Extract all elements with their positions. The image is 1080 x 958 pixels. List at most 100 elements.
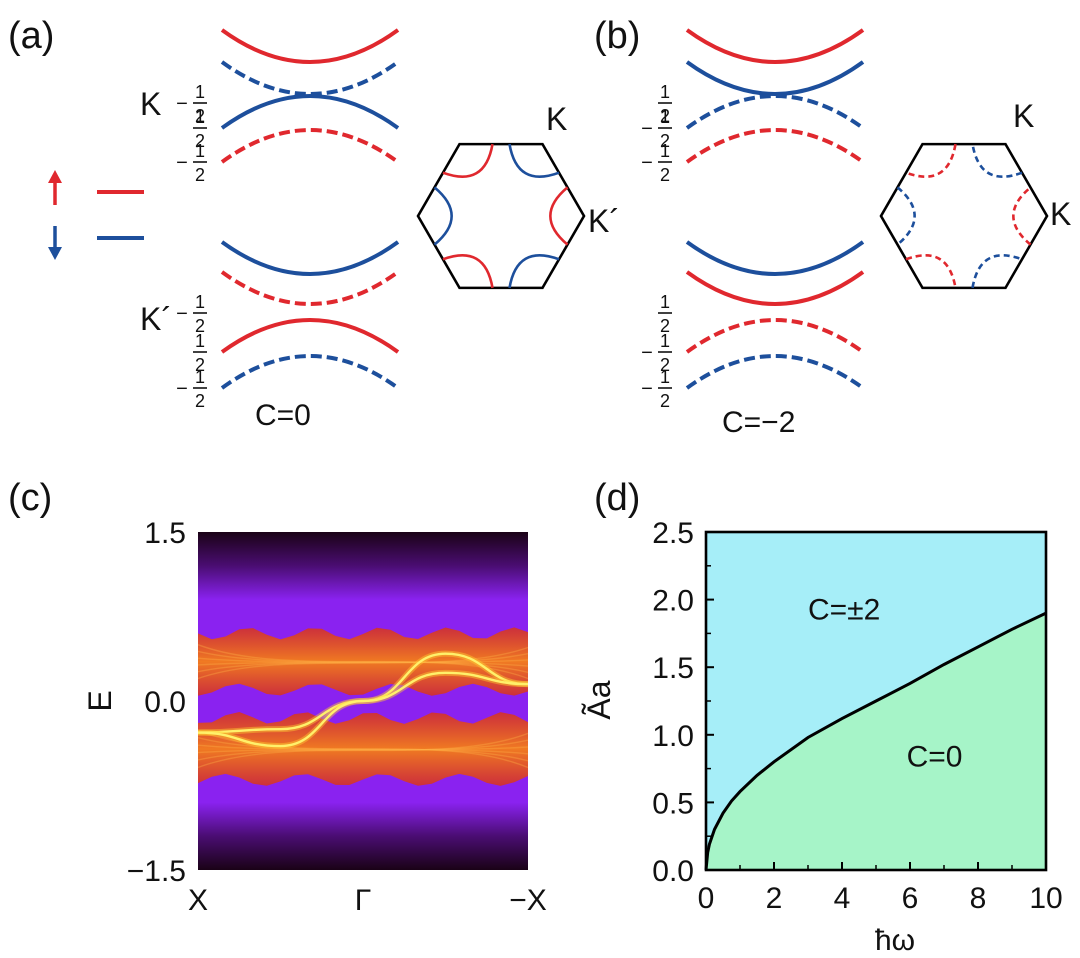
bulk-band-1 <box>198 712 528 786</box>
band-weight-label-b-6: −1 2 <box>641 331 672 375</box>
panel-d-y-tick-2: 1.0 <box>652 720 694 753</box>
hex-corner-arc-a-1 <box>508 143 560 178</box>
spin-up-arrow-icon <box>48 170 62 183</box>
bulk-band-texture <box>198 659 528 666</box>
band-weight-denominator: 2 <box>195 165 205 185</box>
bulk-band-texture <box>198 744 528 755</box>
panel-b-chern-label: C=−2 <box>722 406 795 439</box>
band-weight-sign: − <box>176 93 188 115</box>
panel-c-x-tick-0: X <box>188 884 208 917</box>
panel-d-y-tick-1: 0.5 <box>652 787 694 820</box>
bulk-band-texture <box>198 653 528 673</box>
band-weight-label-b-7: −1 2 <box>641 367 672 411</box>
band-weight-label-b-5: 12 <box>658 292 672 336</box>
band-curve-a-7 <box>220 354 400 390</box>
bulk-band-texture <box>198 646 528 680</box>
spin-legend <box>48 170 144 260</box>
hex-corner-arc-b-0 <box>905 143 957 178</box>
panel-c-ticks: 1.5 0.0 −1.5X Γ −X <box>127 517 547 917</box>
region-label-trivial: C=0 <box>907 740 963 773</box>
bulk-band-texture <box>198 650 528 673</box>
band-weight-sign: − <box>176 303 188 325</box>
band-curve-a-0 <box>220 28 400 64</box>
panel-d-x-tick-5: 10 <box>1029 882 1062 915</box>
band-weight-denominator: 2 <box>660 316 670 336</box>
bulk-band-texture <box>198 729 528 769</box>
hex-corner-arc-b-1 <box>971 143 1023 178</box>
band-weight-denominator: 2 <box>660 355 670 375</box>
panel-a-chern-label: C=0 <box>255 399 311 432</box>
panel-b-label: (b) <box>594 15 640 57</box>
panel-d-y-tick-3: 1.5 <box>652 652 694 685</box>
bulk-band-texture <box>198 746 528 754</box>
panel-d-x-tick-4: 8 <box>970 882 987 915</box>
band-curve-a-5 <box>220 270 400 306</box>
bulk-band-texture <box>198 739 528 761</box>
hexagon-outline-b <box>879 142 1049 290</box>
band-weight-numerator: 1 <box>660 107 670 127</box>
band-weight-numerator: 1 <box>195 82 205 102</box>
hex-corner-arc-a-0 <box>442 143 494 178</box>
panel-d-x-tick-3: 6 <box>902 882 919 915</box>
band-weight-denominator: 2 <box>195 355 205 375</box>
hex-corner-arc-a-5 <box>433 186 453 246</box>
bulk-band-texture <box>198 644 528 680</box>
panel-a-valley-K-label: K <box>140 86 161 122</box>
band-curve-b-2 <box>685 94 865 130</box>
band-weight-sign: − <box>641 118 653 140</box>
band-weight-numerator: 1 <box>195 367 205 387</box>
region-label-topological: C=±2 <box>808 594 880 627</box>
band-weight-label-a-7: −1 2 <box>176 367 207 411</box>
band-curve-b-7 <box>685 354 865 390</box>
hex-b-K-label-right: K <box>1050 196 1071 232</box>
band-curve-b-0 <box>685 28 865 64</box>
hex-corner-arc-b-4 <box>905 254 957 289</box>
hex-corner-arc-a-2 <box>549 186 569 246</box>
hex-corner-arc-b-2 <box>1012 186 1032 246</box>
band-weight-sign: − <box>641 152 653 174</box>
band-weight-numerator: 1 <box>660 367 670 387</box>
panel-c-y-tick-0: 1.5 <box>144 517 186 550</box>
panel-c-x-tick-1: Γ <box>355 884 372 917</box>
band-weight-denominator: 2 <box>660 106 670 126</box>
band-curve-a-1 <box>220 60 400 96</box>
band-weight-label-a-1: −12 <box>176 82 207 126</box>
panel-a-valley-Kp-label: K´ <box>140 301 172 337</box>
band-weight-denominator: 2 <box>660 165 670 185</box>
panel-c-heatmap <box>198 532 528 870</box>
hex-corner-arc-b-5 <box>896 186 916 246</box>
panel-d-label: (d) <box>594 477 640 519</box>
band-weight-denominator: 2 <box>195 316 205 336</box>
band-weight-denominator: 2 <box>660 131 670 151</box>
panel-c-y-tick-1: 0.0 <box>144 686 186 719</box>
band-weight-numerator: 1 <box>660 292 670 312</box>
hex-a-Kp-label: K´ <box>588 203 620 239</box>
panel-c-ylabel: E <box>82 690 118 711</box>
band-weight-numerator: 1 <box>195 141 205 161</box>
band-weight-numerator: 1 <box>195 292 205 312</box>
band-curve-a-6 <box>220 318 400 354</box>
bulk-band-texture <box>198 657 528 667</box>
hex-corner-arc-a-4 <box>442 254 494 289</box>
band-weight-numerator: 1 <box>660 82 670 102</box>
phase-region-trivial <box>706 613 1046 870</box>
heatmap-bulk-bands <box>198 627 528 786</box>
panel-c-y-tick-2: −1.5 <box>127 855 186 888</box>
band-weight-denominator: 2 <box>195 391 205 411</box>
band-weight-denominator: 2 <box>660 391 670 411</box>
band-weight-numerator: 1 <box>195 107 205 127</box>
band-curve-b-1 <box>685 60 865 96</box>
panel-d-y-tick-5: 2.5 <box>652 517 694 550</box>
band-weight-numerator: 1 <box>195 331 205 351</box>
hex-corner-arc-a-3 <box>508 254 560 289</box>
panel-d-x-tick-0: 0 <box>698 882 715 915</box>
band-weight-label-a-2: 12 <box>193 107 207 151</box>
panel-d-y-tick-4: 2.0 <box>652 585 694 618</box>
panel-c-x-tick-2: −X <box>509 884 547 917</box>
band-weight-sign: − <box>176 152 188 174</box>
bulk-band-texture <box>198 732 528 769</box>
band-weight-label-b-2: −12 <box>641 107 672 151</box>
